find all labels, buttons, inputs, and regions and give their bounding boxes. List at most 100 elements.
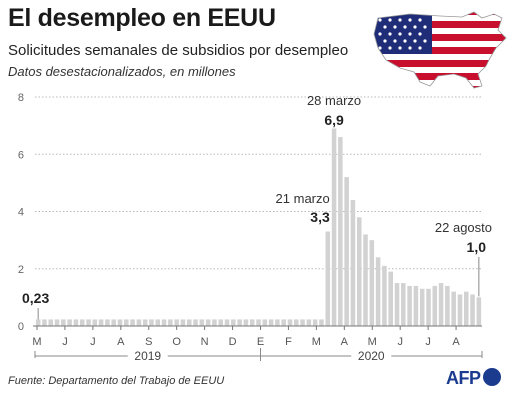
bar bbox=[363, 234, 368, 326]
afp-logo-text: AFP bbox=[446, 368, 481, 388]
bar bbox=[193, 319, 198, 326]
month-label: M bbox=[32, 336, 41, 348]
month-label: J bbox=[62, 336, 68, 348]
chart-title: El desempleo en EEUU bbox=[8, 4, 276, 32]
annotation-value: 6,9 bbox=[324, 112, 344, 128]
bar bbox=[470, 294, 475, 326]
annotation-date: 22 agosto bbox=[435, 220, 492, 235]
bar bbox=[124, 319, 129, 326]
month-label: S bbox=[145, 336, 152, 348]
month-label: A bbox=[452, 336, 460, 348]
bar bbox=[130, 319, 135, 326]
bar bbox=[168, 319, 173, 326]
bar bbox=[413, 285, 419, 326]
annotation-value: 1,0 bbox=[467, 239, 487, 255]
month-label: M bbox=[368, 336, 377, 348]
bar bbox=[92, 319, 98, 326]
bar bbox=[287, 319, 293, 326]
y-tick-label: 0 bbox=[18, 321, 24, 333]
bar bbox=[356, 217, 362, 326]
bar bbox=[457, 294, 463, 326]
bar bbox=[281, 319, 286, 326]
month-label: D bbox=[229, 336, 237, 348]
month-label: F bbox=[285, 336, 292, 348]
year-label-bg bbox=[351, 349, 392, 363]
bar bbox=[325, 231, 331, 326]
bar bbox=[111, 319, 116, 326]
year-label: 2019 bbox=[134, 349, 161, 363]
afp-logo: AFP bbox=[446, 368, 501, 389]
bar bbox=[117, 319, 123, 326]
month-label: J bbox=[397, 336, 403, 348]
bar bbox=[205, 319, 211, 326]
annotation-date: 28 marzo bbox=[307, 93, 361, 108]
bar bbox=[432, 285, 438, 326]
bar bbox=[199, 319, 205, 326]
bar bbox=[375, 257, 381, 326]
bar bbox=[79, 319, 85, 326]
bar bbox=[61, 319, 66, 326]
bar bbox=[331, 128, 337, 326]
bar bbox=[438, 283, 444, 326]
bar bbox=[300, 319, 305, 326]
y-tick-label: 4 bbox=[18, 207, 24, 219]
bar bbox=[212, 319, 217, 326]
bar bbox=[426, 288, 431, 326]
bar bbox=[54, 319, 60, 326]
y-tick-label: 2 bbox=[18, 264, 24, 276]
month-label: E bbox=[257, 336, 264, 348]
bar bbox=[463, 291, 469, 326]
bar bbox=[350, 200, 356, 326]
bar bbox=[394, 283, 400, 326]
bar bbox=[105, 319, 110, 326]
bar bbox=[256, 319, 261, 326]
annotation-value: 0,23 bbox=[22, 290, 49, 306]
month-label: J bbox=[425, 336, 431, 348]
bar bbox=[237, 319, 242, 326]
bar bbox=[161, 319, 167, 326]
bar bbox=[249, 319, 255, 326]
bar bbox=[476, 297, 482, 326]
bar bbox=[48, 319, 54, 326]
bar bbox=[382, 265, 387, 326]
bar bbox=[67, 319, 72, 326]
bar bbox=[451, 291, 456, 326]
month-label: J bbox=[90, 336, 96, 348]
bar bbox=[243, 319, 249, 326]
annotation-date: 21 marzo bbox=[276, 191, 330, 206]
bar bbox=[275, 319, 280, 326]
bar bbox=[231, 319, 236, 326]
source-note: Fuente: Departamento del Trabajo de EEUU bbox=[8, 375, 225, 387]
bar bbox=[388, 271, 393, 326]
bar bbox=[268, 319, 274, 326]
bar bbox=[401, 283, 406, 326]
us-flag-map-icon bbox=[373, 11, 507, 89]
bar bbox=[136, 319, 142, 326]
bar bbox=[369, 240, 375, 326]
bar bbox=[186, 319, 192, 326]
bar bbox=[35, 319, 41, 326]
bar bbox=[174, 319, 179, 326]
month-label: A bbox=[117, 336, 125, 348]
bar bbox=[262, 319, 268, 326]
bar bbox=[142, 319, 148, 326]
bar bbox=[149, 319, 154, 326]
bar bbox=[155, 319, 161, 326]
bar bbox=[306, 319, 312, 326]
year-label-bg bbox=[127, 349, 168, 363]
bar bbox=[294, 319, 299, 326]
bar bbox=[419, 288, 425, 326]
bar bbox=[73, 319, 79, 326]
month-label: N bbox=[201, 336, 209, 348]
year-label: 2020 bbox=[358, 349, 385, 363]
y-tick-label: 6 bbox=[18, 149, 24, 161]
bar bbox=[180, 319, 186, 326]
bar bbox=[42, 319, 47, 326]
month-label: M bbox=[312, 336, 321, 348]
chart-note: Datos desestacionalizados, en millones bbox=[8, 64, 236, 79]
bar bbox=[344, 177, 349, 326]
bar bbox=[445, 285, 450, 326]
month-label: O bbox=[172, 336, 181, 348]
annotation-value: 3,3 bbox=[310, 209, 330, 225]
